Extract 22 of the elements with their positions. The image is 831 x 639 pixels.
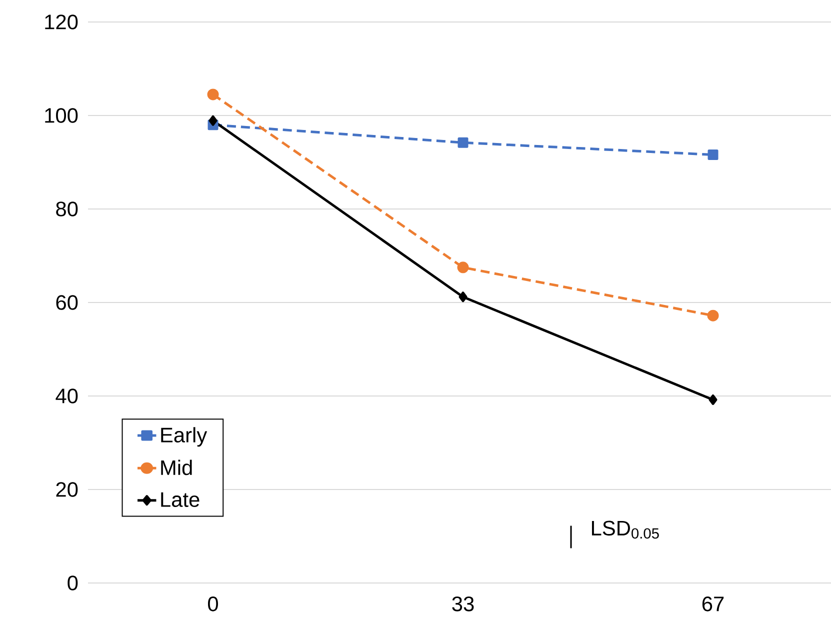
point <box>208 115 218 126</box>
point <box>708 150 718 160</box>
y-tick-label: 40 <box>56 388 78 404</box>
point <box>458 137 468 148</box>
annotation: LSD$_{0.05}$ <box>592 520 659 539</box>
y-tick-label: 0 <box>68 576 78 590</box>
y-tick-label: 120 <box>45 14 78 30</box>
point <box>207 88 219 100</box>
x-tick-label: 0 <box>208 596 218 612</box>
point <box>457 262 469 274</box>
y-tick-label: 60 <box>56 295 78 310</box>
y-tick-label: 80 <box>56 202 78 216</box>
legend-label: Late <box>161 492 200 508</box>
x-tick-label: 33 <box>452 596 474 612</box>
point <box>458 292 468 302</box>
point <box>708 394 718 405</box>
y-tick-label: 20 <box>56 482 78 497</box>
y-tick-label: 100 <box>45 108 78 123</box>
x-tick-label: 67 <box>702 596 724 612</box>
legend-label: Mid <box>161 460 192 476</box>
legend-label: Early <box>161 427 208 447</box>
point <box>707 310 719 322</box>
